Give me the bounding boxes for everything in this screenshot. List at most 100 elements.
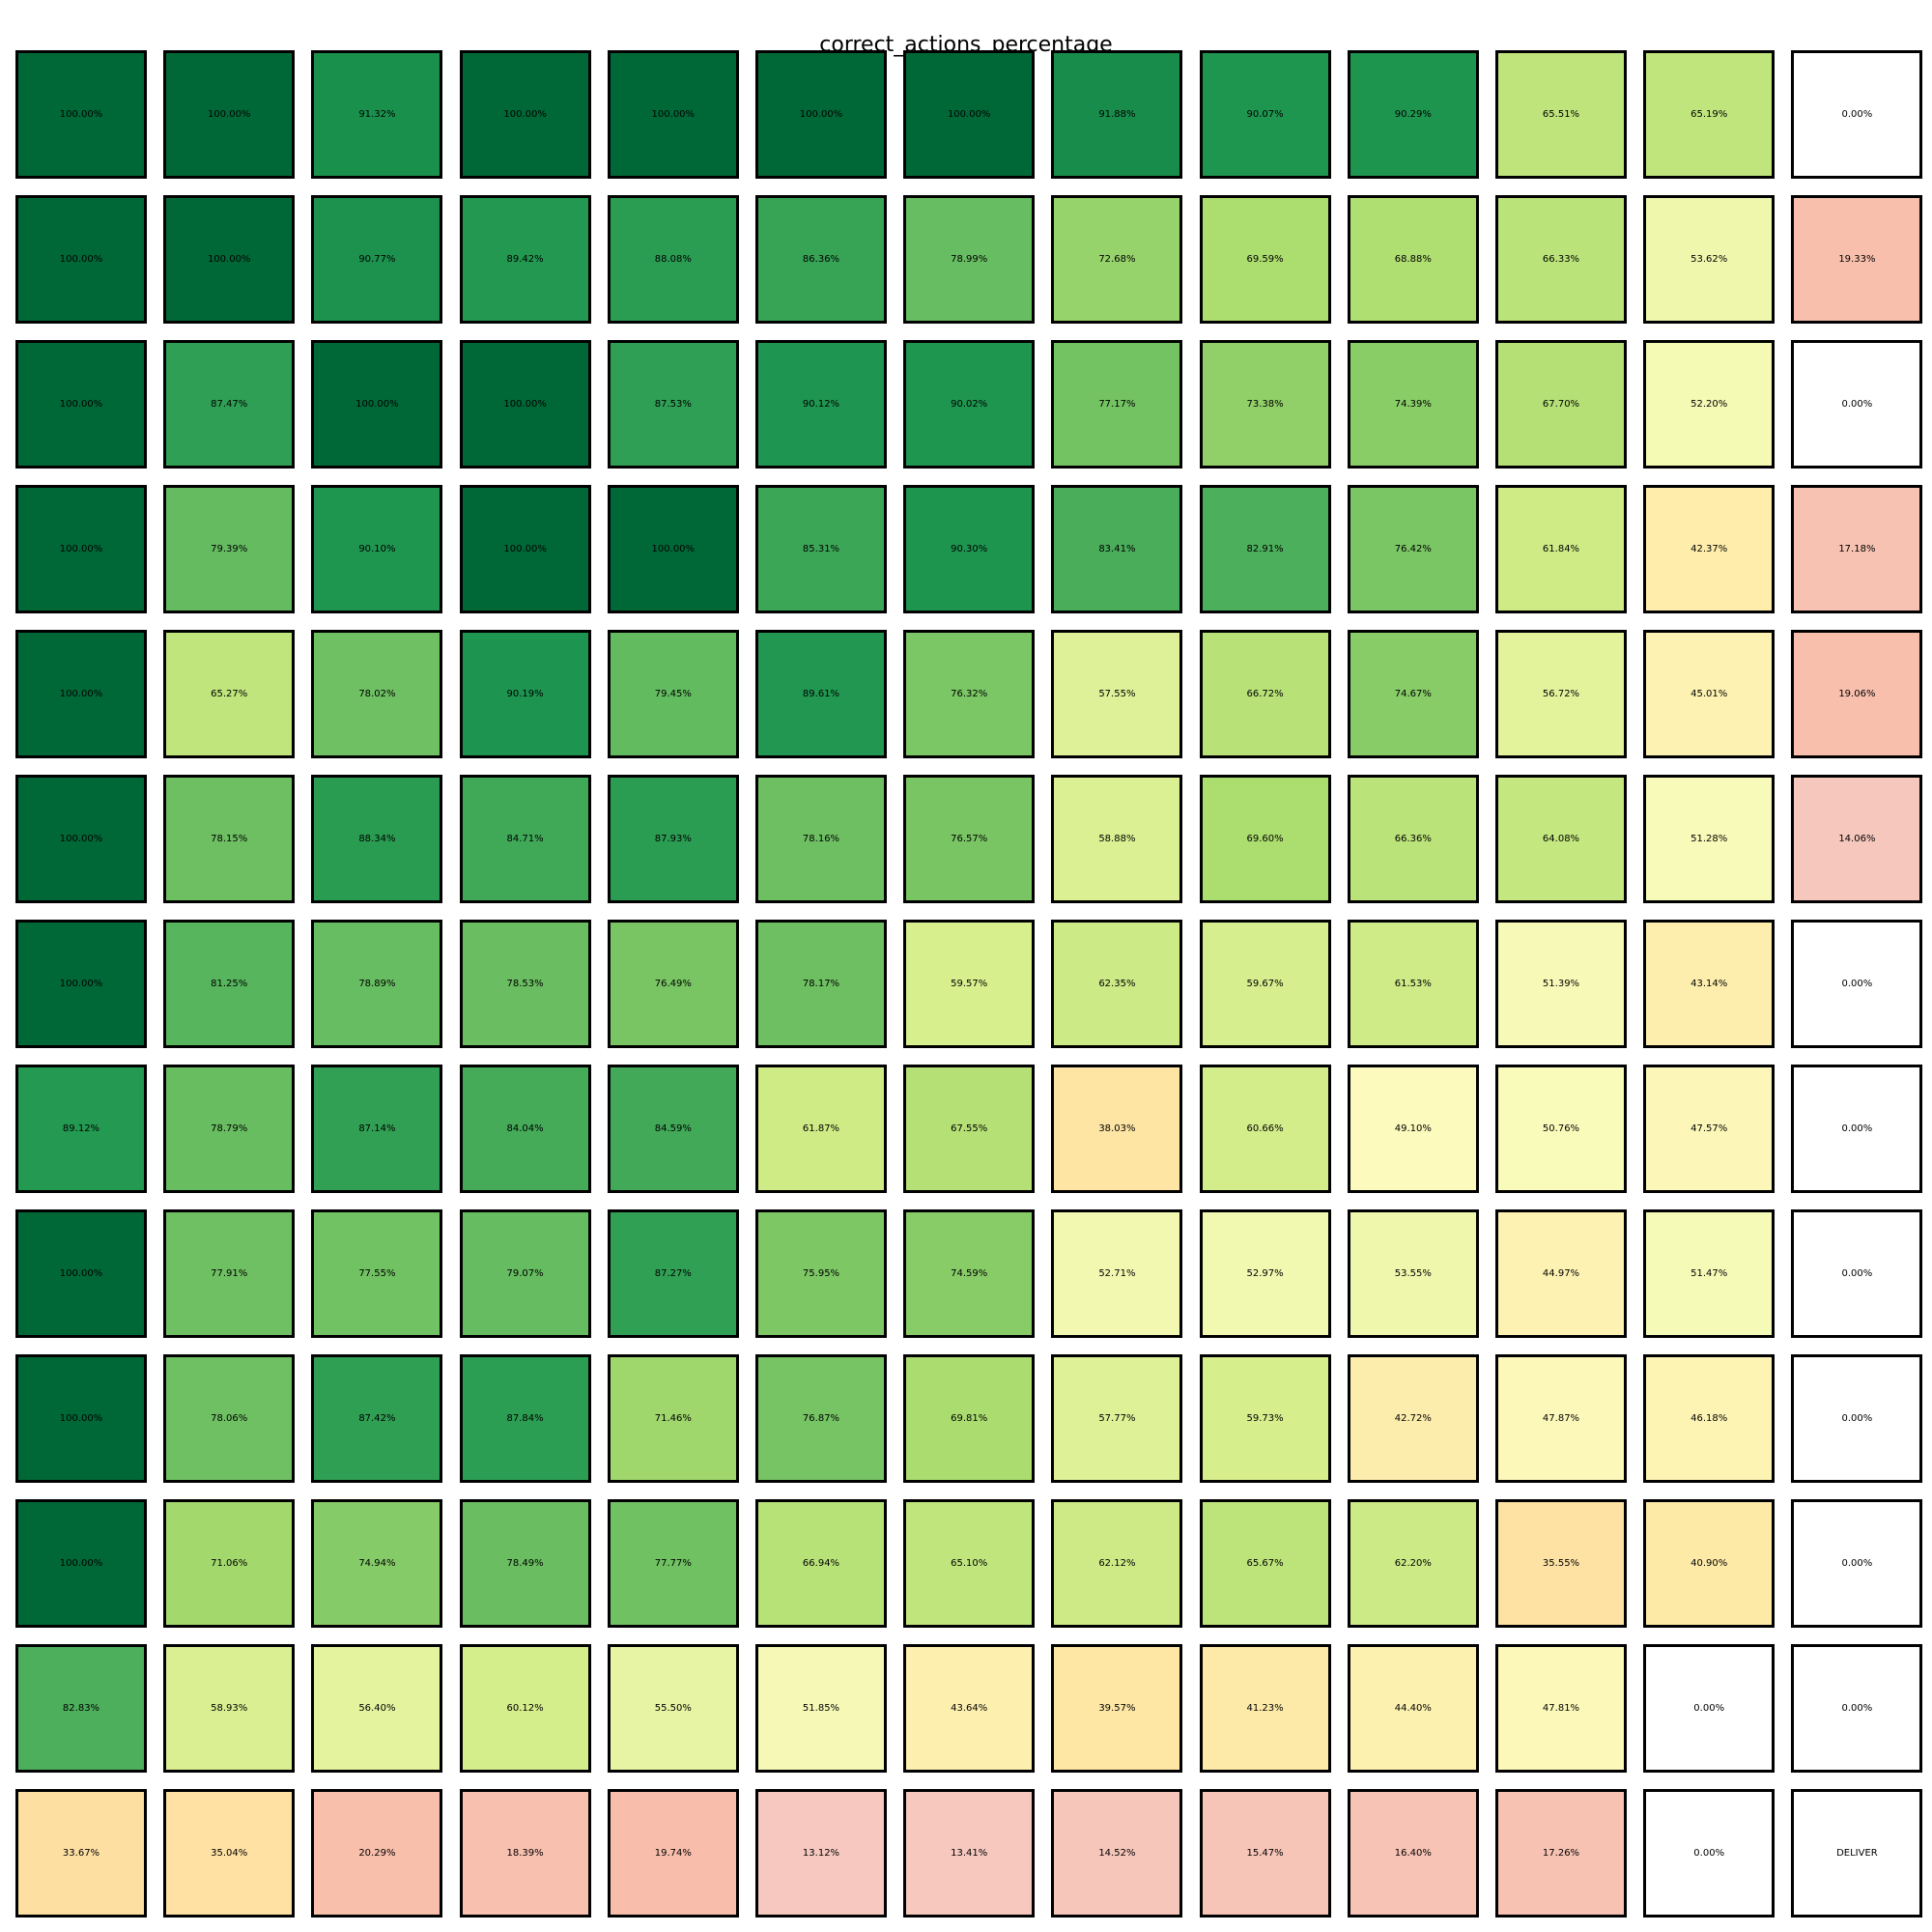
heatmap-cell: 89.61% (755, 630, 887, 758)
heatmap-cell: 0.00% (1791, 1354, 1923, 1483)
cell-value-label: 87.14% (358, 1123, 396, 1134)
cell-value-label: 65.67% (1246, 1558, 1284, 1569)
cell-value-label: 42.72% (1394, 1413, 1432, 1424)
heatmap-cell: 62.20% (1347, 1499, 1479, 1628)
heatmap-cell: 78.79% (163, 1065, 296, 1193)
cell-value-label: 73.38% (1246, 399, 1284, 410)
cell-value-label: 47.87% (1542, 1413, 1580, 1424)
cell-value-label: 90.30% (951, 544, 988, 554)
heatmap-cell: 100.00% (755, 50, 887, 179)
cell-value-label: 78.79% (211, 1123, 248, 1134)
cell-value-label: 55.50% (654, 1703, 692, 1714)
cell-value-label: 50.76% (1542, 1123, 1580, 1134)
heatmap-cell: 74.67% (1347, 630, 1479, 758)
heatmap-cell: 76.87% (755, 1354, 887, 1483)
cell-value-label: 66.72% (1246, 689, 1284, 699)
heatmap-cell: 57.77% (1051, 1354, 1183, 1483)
heatmap-cell: 16.40% (1347, 1789, 1479, 1918)
cell-value-label: 74.94% (358, 1558, 396, 1569)
heatmap-cell: 65.10% (903, 1499, 1036, 1628)
cell-value-label: 52.20% (1690, 399, 1728, 410)
cell-value-label: 16.40% (1394, 1848, 1432, 1859)
cell-value-label: 68.88% (1394, 254, 1432, 265)
cell-value-label: 62.35% (1098, 979, 1136, 989)
cell-value-label: 64.08% (1542, 834, 1580, 844)
heatmap-cell: 100.00% (459, 50, 591, 179)
cell-value-label: 100.00% (207, 254, 251, 265)
heatmap-cell: 90.29% (1347, 50, 1479, 179)
heatmap-cell: 75.95% (755, 1209, 887, 1338)
cell-value-label: 81.25% (211, 979, 248, 989)
cell-value-label: 66.36% (1394, 834, 1432, 844)
heatmap-cell: 57.55% (1051, 630, 1183, 758)
heatmap-cell: 33.67% (15, 1789, 147, 1918)
cell-value-label: 52.71% (1098, 1268, 1136, 1279)
cell-value-label: 100.00% (59, 254, 103, 265)
heatmap-cell: 71.46% (607, 1354, 739, 1483)
cell-value-label: 78.15% (211, 834, 248, 844)
heatmap-cell: 61.53% (1347, 920, 1479, 1048)
cell-value-label: 100.00% (59, 1558, 103, 1569)
cell-value-label: 78.49% (506, 1558, 544, 1569)
heatmap-cell: 77.91% (163, 1209, 296, 1338)
heatmap-cell: 68.88% (1347, 195, 1479, 324)
cell-value-label: 100.00% (59, 834, 103, 844)
heatmap-cell: 50.76% (1495, 1065, 1627, 1193)
cell-value-label: 69.81% (951, 1413, 988, 1424)
heatmap-cell: 89.42% (459, 195, 591, 324)
heatmap-cell: 59.67% (1199, 920, 1331, 1048)
cell-value-label: 90.07% (1246, 109, 1284, 120)
heatmap-cell: 59.57% (903, 920, 1036, 1048)
cell-value-label: DELIVER (1836, 1848, 1878, 1859)
heatmap-cell: 39.57% (1051, 1644, 1183, 1773)
heatmap-cell: 83.41% (1051, 485, 1183, 613)
cell-value-label: 47.81% (1542, 1703, 1580, 1714)
cell-value-label: 74.67% (1394, 689, 1432, 699)
cell-value-label: 56.72% (1542, 689, 1580, 699)
cell-value-label: 100.00% (59, 1413, 103, 1424)
heatmap-cell: 42.37% (1643, 485, 1776, 613)
cell-value-label: 0.00% (1841, 979, 1873, 989)
heatmap-cell: 100.00% (607, 485, 739, 613)
heatmap-cell: 51.28% (1643, 775, 1776, 903)
heatmap-cell: 52.71% (1051, 1209, 1183, 1338)
heatmap-cell: 69.81% (903, 1354, 1036, 1483)
heatmap-cell: 62.12% (1051, 1499, 1183, 1628)
heatmap-cell: 100.00% (15, 775, 147, 903)
heatmap-cell: 90.30% (903, 485, 1036, 613)
cell-value-label: 51.47% (1690, 1268, 1728, 1279)
heatmap-cell: 59.73% (1199, 1354, 1331, 1483)
cell-value-label: 66.33% (1542, 254, 1580, 265)
heatmap-cell: 0.00% (1791, 1209, 1923, 1338)
heatmap-cell: 56.40% (311, 1644, 443, 1773)
cell-value-label: 61.53% (1394, 979, 1432, 989)
heatmap-cell: 100.00% (163, 195, 296, 324)
heatmap-cell: 87.84% (459, 1354, 591, 1483)
heatmap-cell: 78.15% (163, 775, 296, 903)
heatmap-cell: 0.00% (1791, 1499, 1923, 1628)
cell-value-label: 100.00% (59, 544, 103, 554)
heatmap-cell: 78.49% (459, 1499, 591, 1628)
heatmap-cell: 66.33% (1495, 195, 1627, 324)
heatmap-cell: 19.06% (1791, 630, 1923, 758)
cell-value-label: 51.28% (1690, 834, 1728, 844)
cell-value-label: 89.61% (802, 689, 840, 699)
heatmap-cell: 100.00% (15, 1209, 147, 1338)
cell-value-label: 45.01% (1690, 689, 1728, 699)
heatmap-cell: 73.38% (1199, 340, 1331, 469)
heatmap-cell: 61.84% (1495, 485, 1627, 613)
heatmap-cell: 62.35% (1051, 920, 1183, 1048)
heatmap-cell: 66.94% (755, 1499, 887, 1628)
cell-value-label: 87.93% (654, 834, 692, 844)
cell-value-label: 14.06% (1838, 834, 1876, 844)
heatmap-cell: 14.52% (1051, 1789, 1183, 1918)
heatmap-cell: 65.67% (1199, 1499, 1331, 1628)
cell-value-label: 79.07% (506, 1268, 544, 1279)
heatmap-cell: 71.06% (163, 1499, 296, 1628)
cell-value-label: 62.12% (1098, 1558, 1136, 1569)
cell-value-label: 42.37% (1690, 544, 1728, 554)
cell-value-label: 69.59% (1246, 254, 1284, 265)
heatmap-cell: 100.00% (163, 50, 296, 179)
cell-value-label: 100.00% (503, 399, 547, 410)
cell-value-label: 76.32% (951, 689, 988, 699)
